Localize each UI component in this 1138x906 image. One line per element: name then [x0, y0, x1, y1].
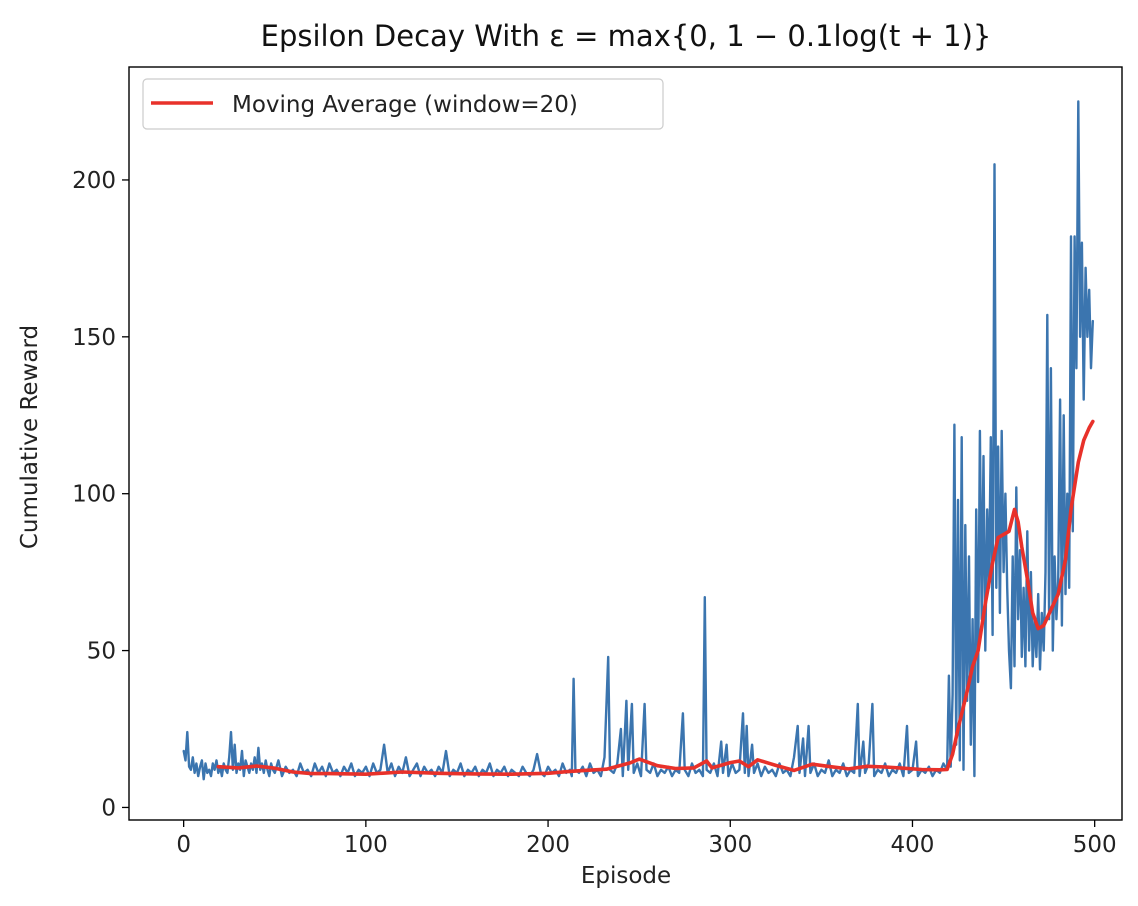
- y-tick-label: 150: [72, 325, 116, 351]
- legend: Moving Average (window=20): [142, 78, 664, 130]
- moving-average-line: [216, 419, 1095, 776]
- x-axis: 0 100 200 300 400 500: [176, 820, 1117, 858]
- plot-frame: [128, 66, 1123, 821]
- y-tick-label: 100: [72, 482, 116, 508]
- x-tick-label: 0: [176, 832, 191, 858]
- x-axis-label: Episode: [581, 863, 671, 889]
- y-tick-label: 0: [101, 795, 116, 821]
- x-tick-label: 100: [344, 832, 388, 858]
- y-tick-label: 200: [72, 168, 116, 194]
- raw-reward-line: [182, 100, 1094, 781]
- chart-title: Epsilon Decay With ε = max{0, 1 − 0.1log…: [261, 19, 992, 53]
- x-tick-label: 500: [1073, 832, 1117, 858]
- y-axis-label: Cumulative Reward: [17, 325, 43, 549]
- x-tick-label: 300: [708, 832, 752, 858]
- x-tick-label: 400: [891, 832, 935, 858]
- legend-box: [142, 78, 664, 130]
- plot-area: [182, 100, 1095, 781]
- legend-label-moving-average: Moving Average (window=20): [232, 92, 578, 118]
- y-axis: 0 50 100 150 200: [72, 168, 129, 821]
- y-tick-label: 50: [87, 639, 116, 665]
- x-tick-label: 200: [526, 832, 570, 858]
